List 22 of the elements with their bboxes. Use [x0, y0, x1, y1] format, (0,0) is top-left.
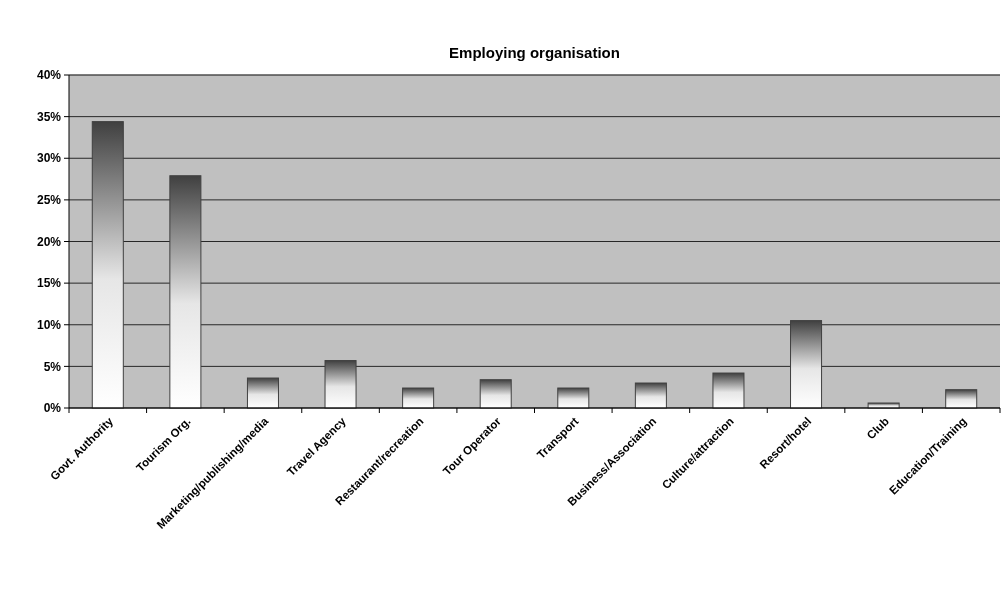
bar [91, 121, 124, 409]
bar [557, 387, 590, 409]
y-tick-label: 35% [36, 109, 62, 124]
bar [324, 360, 357, 409]
bar [402, 387, 435, 409]
y-tick-label: 25% [36, 193, 62, 208]
y-tick-label: 10% [36, 317, 62, 332]
y-tick-label: 0% [43, 401, 62, 416]
x-tick-label: Club [864, 414, 892, 442]
y-tick-label: 30% [36, 151, 62, 166]
bar [790, 320, 823, 409]
y-tick-label: 20% [36, 234, 62, 249]
bar [479, 379, 512, 409]
y-tick-label: 40% [36, 68, 62, 83]
bar [945, 389, 978, 409]
chart-title: Employing organisation [449, 44, 620, 61]
y-tick-label: 5% [43, 359, 62, 374]
bar [169, 175, 202, 409]
y-tick-label: 15% [36, 276, 62, 291]
bar [246, 377, 279, 409]
bar [712, 372, 745, 409]
bar [634, 382, 667, 409]
